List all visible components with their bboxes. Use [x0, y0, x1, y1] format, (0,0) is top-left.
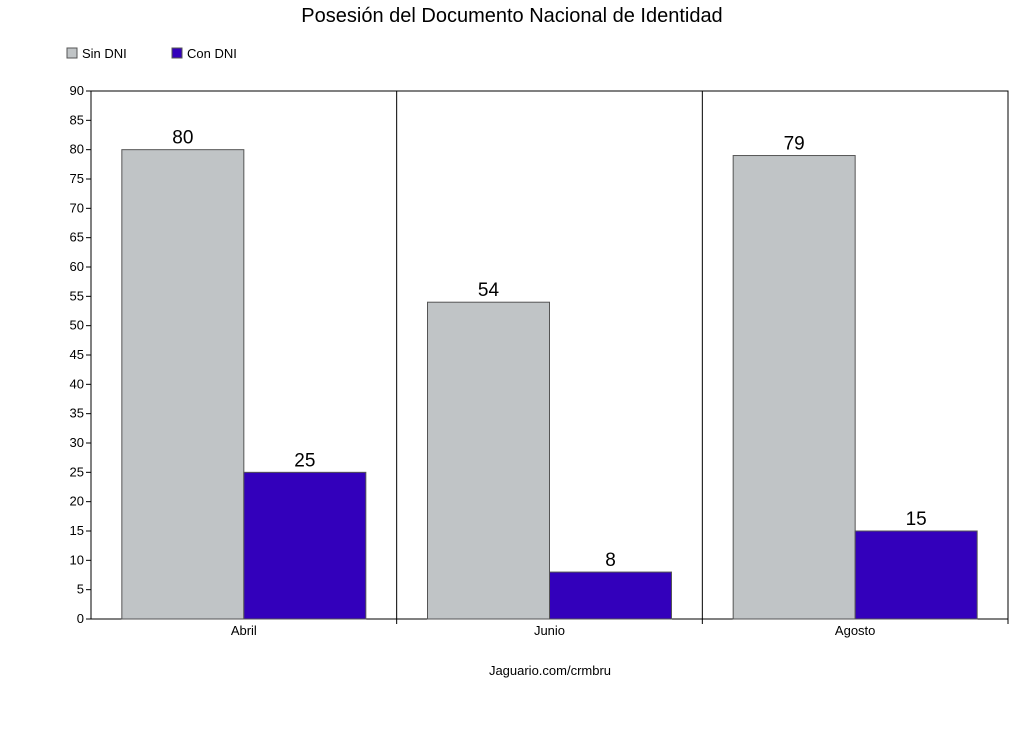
- data-label: 25: [294, 450, 315, 471]
- data-label: 15: [906, 509, 927, 530]
- data-label: 54: [478, 280, 500, 301]
- legend-label-con-dni: Con DNI: [187, 46, 237, 61]
- bar: [121, 149, 245, 620]
- bar: [549, 571, 672, 620]
- legend: Sin DNI Con DNI: [66, 46, 237, 61]
- x-category-label: Agosto: [835, 623, 875, 638]
- plot-area: 0 5 10 15 20 25 30 35 40 45 50 55 60 65 70 75 80 85 90 Abri…: [70, 83, 1009, 638]
- y-tick-label: 20: [70, 494, 84, 509]
- data-label: 79: [784, 134, 805, 155]
- y-tick-label: 5: [77, 582, 84, 597]
- y-tick-label: 60: [70, 259, 84, 274]
- chart-title: Posesión del Documento Nacional de Ident…: [301, 5, 722, 27]
- bar: [427, 301, 550, 620]
- y-tick-label: 45: [70, 347, 84, 362]
- y-tick-label: 0: [77, 611, 84, 626]
- bar: [732, 155, 856, 620]
- y-tick-label: 35: [70, 406, 84, 421]
- y-tick-label: 85: [70, 112, 84, 127]
- y-tick-label: 70: [70, 200, 84, 215]
- bar: [854, 530, 978, 620]
- y-tick-label: 10: [70, 552, 84, 567]
- y-tick-label: 40: [70, 376, 84, 391]
- y-tick-label: 65: [70, 230, 84, 245]
- data-label: 8: [605, 550, 616, 571]
- data-label: 80: [172, 128, 193, 149]
- y-tick-label: 50: [70, 318, 84, 333]
- y-tick-label: 55: [70, 288, 84, 303]
- y-tick-label: 80: [70, 142, 84, 157]
- y-tick-label: 25: [70, 464, 84, 479]
- legend-label-sin-dni: Sin DNI: [82, 46, 127, 61]
- legend-swatch-con-dni: [171, 47, 183, 59]
- y-tick-label: 75: [70, 171, 84, 186]
- x-category-label: Junio: [534, 623, 565, 638]
- bar: [243, 471, 367, 620]
- y-tick-label: 90: [70, 83, 84, 98]
- legend-swatch-sin-dni: [66, 47, 78, 59]
- y-tick-label: 30: [70, 435, 84, 450]
- y-tick-label: 15: [70, 523, 84, 538]
- x-category-label: Abril: [231, 623, 257, 638]
- footer-source: Jaguario.com/crmbru: [489, 663, 611, 678]
